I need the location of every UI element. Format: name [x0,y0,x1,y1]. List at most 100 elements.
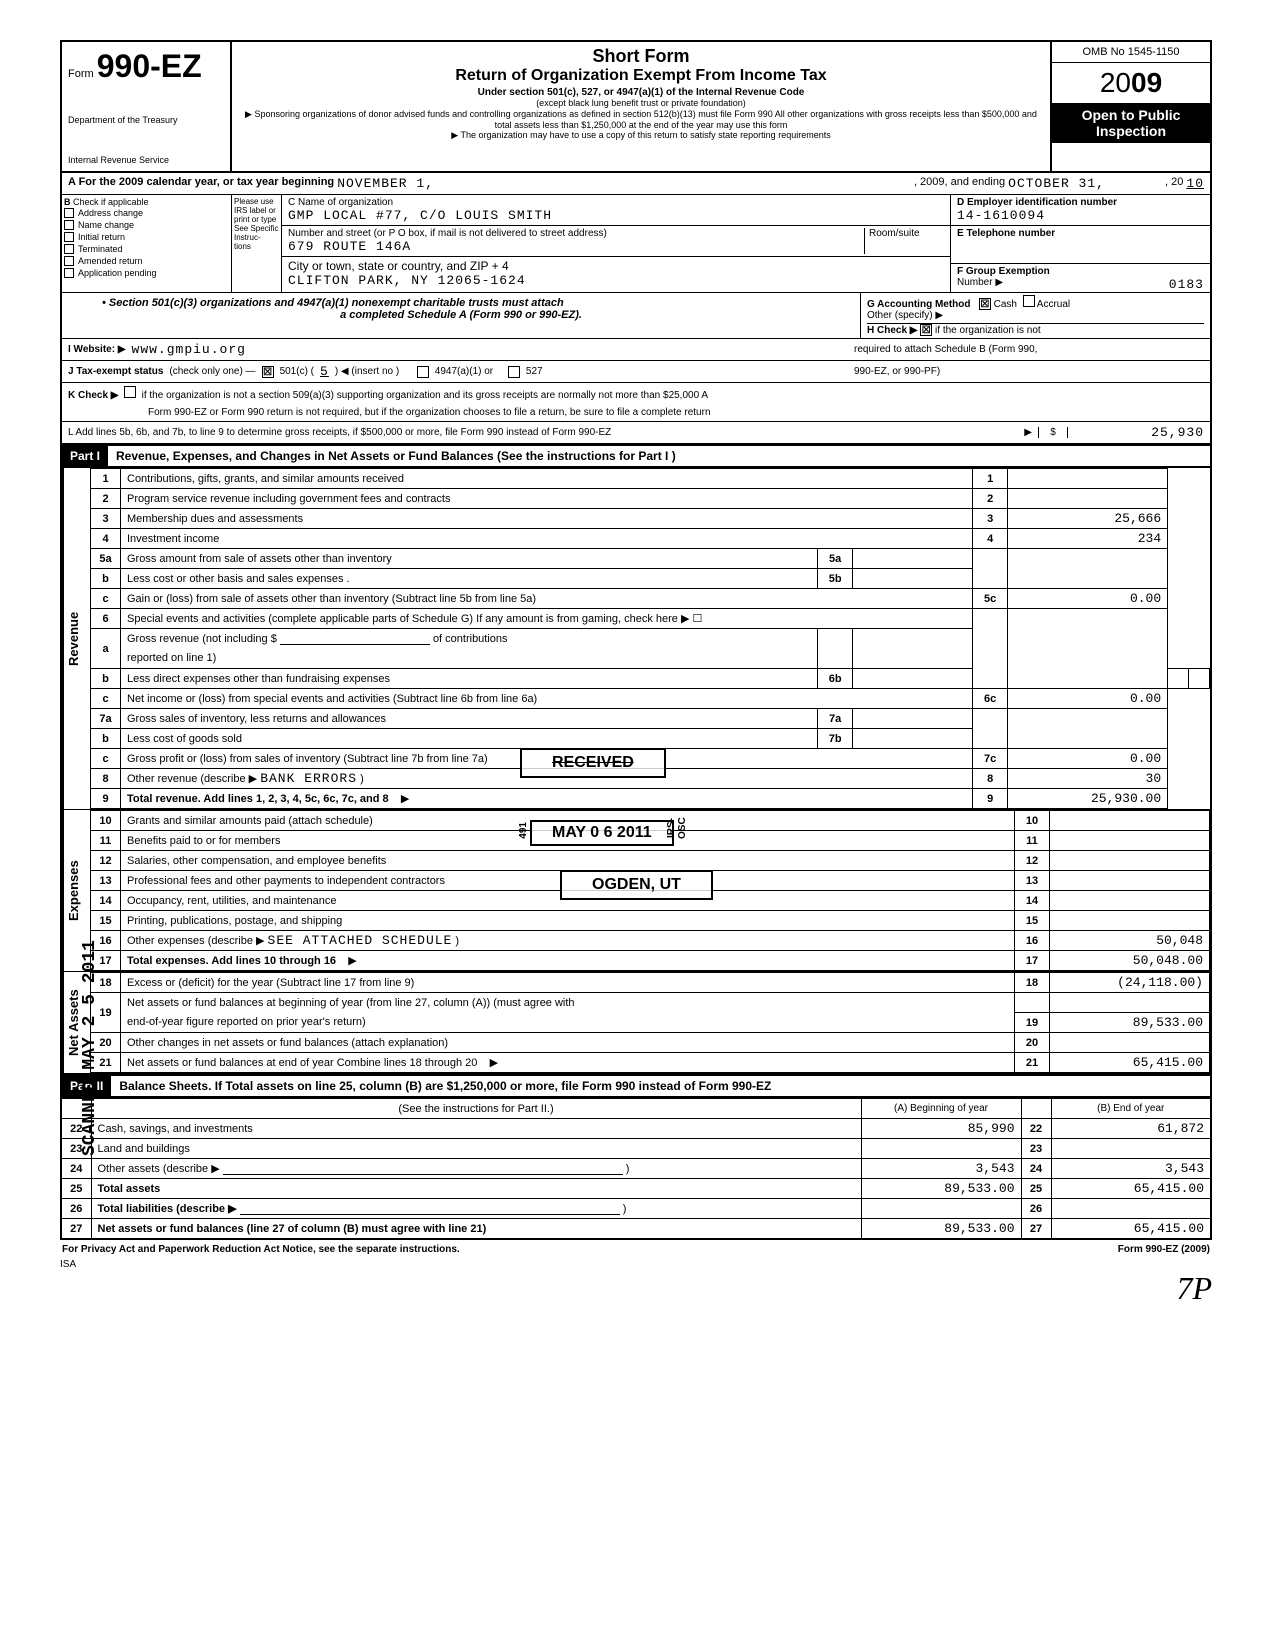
check-terminated[interactable] [64,244,74,254]
open-public-1: Open to Public [1056,107,1206,123]
section-b: B Check if applicable Address change Nam… [62,195,232,292]
stamp-code2: IRS-OSC [666,812,688,844]
l27-num: 27 [61,1219,91,1240]
check-k[interactable] [124,386,136,398]
l1-desc: Contributions, gifts, grants, and simila… [121,469,973,489]
expenses-section: Expenses 10Grants and similar amounts pa… [60,810,1212,972]
other-label: Other (specify) ▶ [867,310,1204,321]
l13-amt [1050,871,1210,891]
l8-amt: 30 [1008,769,1168,789]
group-label: F Group Exemption [957,266,1050,277]
j-optn: 5 [320,364,329,379]
l9-ln: 9 [973,789,1008,809]
l6b-num: b [91,669,121,689]
line-l: L Add lines 5b, 6b, and 7b, to line 9 to… [60,422,1212,445]
netassets-label: Net Assets [62,972,83,1073]
l15-num: 15 [91,911,121,931]
check-name-change[interactable] [64,220,74,230]
l4-num: 4 [91,529,121,549]
ogden-stamp: OGDEN, UT [560,870,713,900]
line-a-begin: NOVEMBER 1, [337,176,434,191]
l23-b [1051,1139,1211,1159]
check-application-pending[interactable] [64,268,74,278]
check-h[interactable]: ☒ [920,324,932,336]
l4-ln: 4 [973,529,1008,549]
group-number: 0183 [1169,277,1204,292]
l9-desc: Total revenue. Add lines 1, 2, 3, 4, 5c,… [127,793,389,805]
line-a-end: OCTOBER 31, [1008,176,1105,191]
l20-ln: 20 [1015,1033,1050,1053]
check-501c[interactable]: ☒ [262,366,274,378]
l21-desc: Net assets or fund balances at end of ye… [127,1057,477,1069]
l10-ln: 10 [1015,811,1050,831]
l17-amt: 50,048.00 [1050,951,1210,971]
l17-num: 17 [91,951,121,971]
check-label-0: Address change [78,208,143,218]
l18-ln: 18 [1015,973,1050,993]
l19-desc2: end-of-year figure reported on prior yea… [121,1013,1015,1033]
l3-num: 3 [91,509,121,529]
l20-desc: Other changes in net assets or fund bala… [121,1033,1015,1053]
dept2: Internal Revenue Service [68,155,224,165]
received-text: RECEIVED [552,754,634,772]
isa: ISA [60,1259,1212,1270]
l16-desc: Other expenses (describe ▶ [127,935,264,947]
l17-ln: 17 [1015,951,1050,971]
form-header-left: Form 990-EZ Department of the Treasury I… [62,42,232,171]
l22-desc: Cash, savings, and investments [91,1119,861,1139]
date-stamp: 491 MAY 0 6 2011 IRS-OSC [530,820,674,846]
section-gh: G Accounting Method ☒ Cash Accrual Other… [860,293,1210,338]
l19-desc: Net assets or fund balances at beginning… [121,993,1015,1013]
l26-b [1051,1199,1211,1219]
accrual-label: Accrual [1037,299,1070,310]
check-initial-return[interactable] [64,232,74,242]
l16-amt: 50,048 [1050,931,1210,951]
j-text: (check only one) — [169,366,255,377]
l6c-desc: Net income or (loss) from special events… [121,689,973,709]
l7b-num: b [91,729,121,749]
check-cash[interactable]: ☒ [979,298,991,310]
check-amended[interactable] [64,256,74,266]
l13-ln: 13 [1015,871,1050,891]
netassets-section: Net Assets 18Excess or (deficit) for the… [60,972,1212,1075]
l5c-num: c [91,589,121,609]
line-i: I Website: ▶ www.gmpiu.org required to a… [60,339,1212,361]
part2-header-row: Part II Balance Sheets. If Total assets … [60,1075,1212,1098]
part2-desc: Balance Sheets. If Total assets on line … [111,1079,771,1093]
l9-num: 9 [91,789,121,809]
room-label: Room/suite [864,228,944,254]
city-label: City or town, state or country, and ZIP … [288,259,944,273]
l24-b: 3,543 [1051,1159,1211,1179]
j-opt1: 501(c) ( [280,366,314,377]
check-label-3: Terminated [78,244,123,254]
check-527[interactable] [508,366,520,378]
footer-left: For Privacy Act and Paperwork Reduction … [62,1244,460,1255]
note2: ▶ The organization may have to use a cop… [242,130,1040,141]
g-label: G Accounting Method [867,299,971,310]
attach-text2: a completed Schedule A (Form 990 or 990-… [102,309,820,321]
check-address-change[interactable] [64,208,74,218]
l22-ln: 22 [1021,1119,1051,1139]
l8-desc: Other revenue (describe ▶ [127,773,257,785]
cash-label: Cash [994,299,1017,310]
stamp-date: MAY 0 6 2011 [552,824,652,842]
l13-num: 13 [91,871,121,891]
l18-desc: Excess or (deficit) for the year (Subtra… [121,973,1015,993]
received-stamp: RECEIVED [520,748,666,778]
stamp-7p: 7P [60,1270,1212,1307]
l19-ln: 19 [1015,1013,1050,1033]
l6a-num: a [91,629,121,669]
l17-desc: Total expenses. Add lines 10 through 16 [127,955,336,967]
open-public-2: Inspection [1056,123,1206,139]
check-accrual[interactable] [1023,295,1035,307]
l14-num: 14 [91,891,121,911]
check-4947[interactable] [417,366,429,378]
l6c-ln: 6c [973,689,1008,709]
j-label: J Tax-exempt status [68,366,163,377]
section-def: D Employer identification number 14-1610… [950,195,1210,292]
l24-desc: Other assets (describe ▶ [98,1163,220,1175]
scanned-stamp: SCANNED MAY 2 5 2011 [80,940,100,1156]
colB-header: (B) End of year [1051,1099,1211,1119]
k-text2: Form 990-EZ or Form 990 return is not re… [68,407,711,418]
l16-ln: 16 [1015,931,1050,951]
